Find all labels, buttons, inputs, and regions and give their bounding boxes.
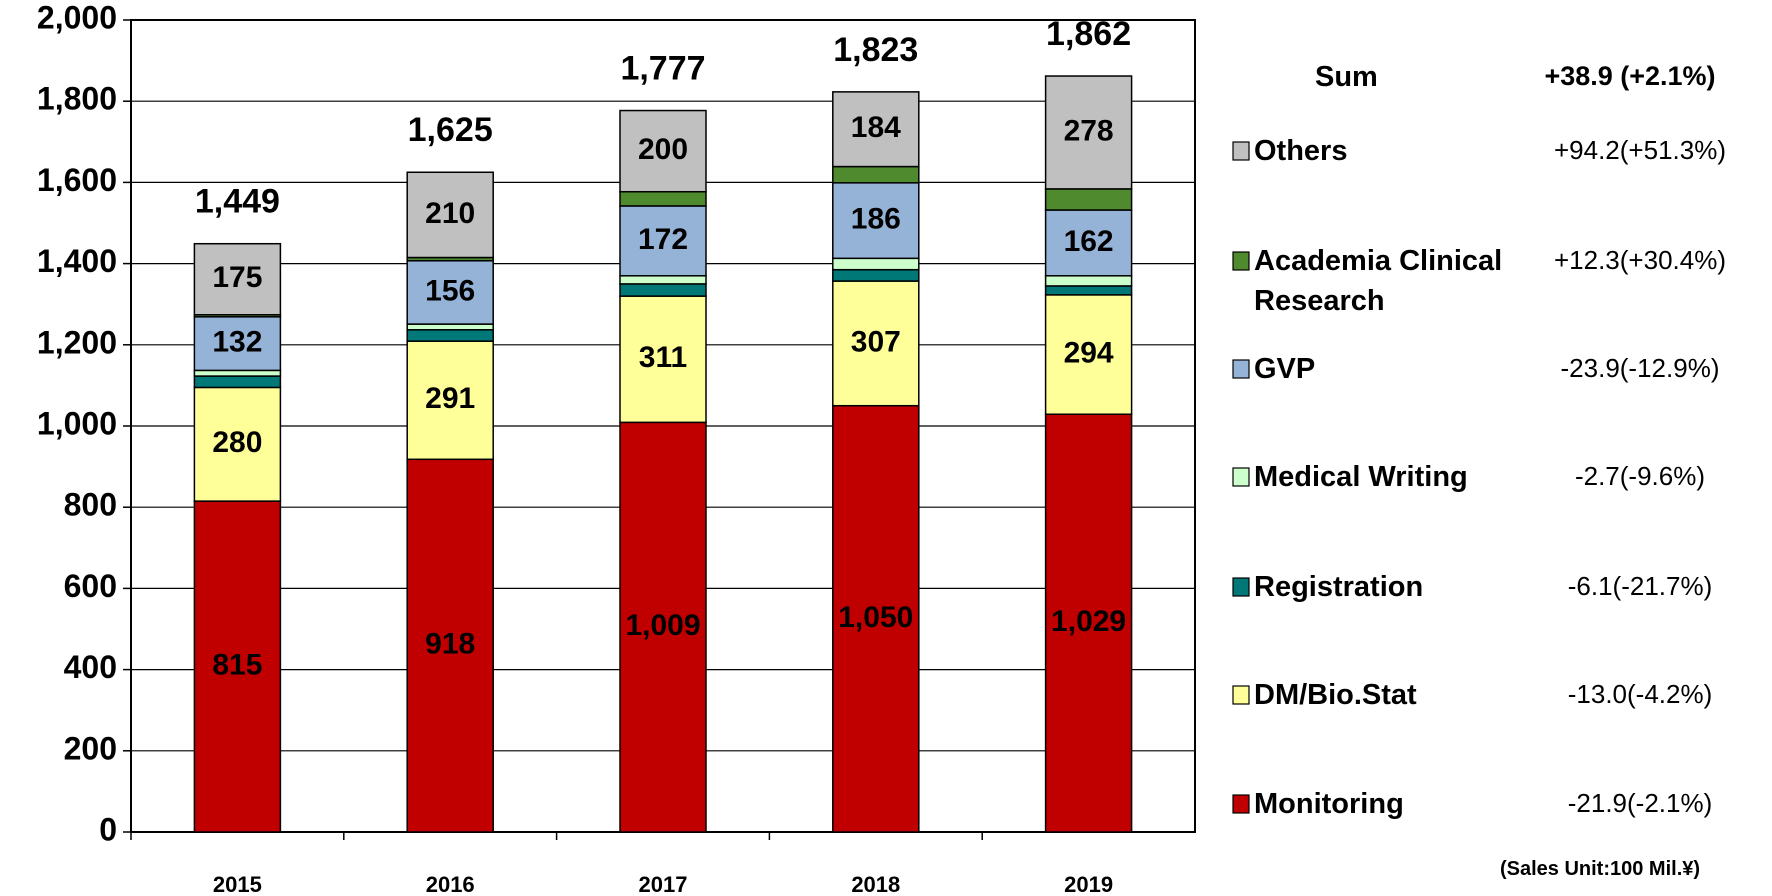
legend-change: -13.0(-4.2%) [1567,679,1713,709]
bar-segment [832,257,920,271]
bar-segment [193,500,282,833]
data-label: 294 [1064,336,1114,369]
bar-segment [1044,413,1133,833]
y-tick-label: 1,800 [37,81,117,117]
sum-label: Sum [1315,61,1378,93]
total-label: 1,625 [408,111,493,149]
bar-segment [193,375,282,389]
data-label: 1,050 [838,601,913,634]
legend-label: GVP [1254,353,1316,385]
bar-segment [193,316,282,372]
y-tick-label: 1,600 [37,162,117,198]
legend-swatch [1232,794,1250,814]
bar-segment [619,190,707,207]
legend-change: -6.1(-21.7%) [1567,571,1713,601]
data-label: 291 [425,382,475,415]
bar-segment [406,329,494,342]
bar-segment [832,268,920,282]
y-tick-label: 1,200 [37,324,117,360]
x-tick-label: 2015 [213,872,262,896]
bar-segment [406,323,494,331]
y-tick-label: 0 [99,811,117,847]
data-label: 210 [425,197,475,230]
bar-segment [193,242,282,316]
data-label: 156 [425,274,475,307]
legend-label: Academia Clinical Research [1254,245,1503,317]
bar-segment [406,171,494,259]
bar-segment [406,458,494,833]
data-label: 186 [851,202,901,235]
bar-segment [1044,188,1133,211]
data-label: 815 [212,648,262,681]
legend-change: -2.7(-9.6%) [1574,461,1706,491]
data-label: 311 [639,341,687,374]
data-label: 132 [212,326,262,359]
x-tick-label: 2018 [851,872,900,896]
sum-change: +38.9 (+2.1%) [1544,61,1716,91]
x-tick-label: 2016 [426,872,475,896]
data-label: 1,009 [625,609,700,642]
bar-segment [193,369,282,377]
data-label: 280 [212,426,262,459]
bar-segment [619,275,707,285]
legend-label: Others [1254,135,1348,167]
legend-swatch [1232,467,1250,487]
total-label: 1,449 [195,183,280,221]
y-tick-label: 800 [64,487,117,523]
bar-segment [619,283,707,297]
legend-swatch [1232,577,1250,597]
legend-change: -23.9(-12.9%) [1560,353,1720,383]
data-label: 278 [1064,114,1114,147]
data-label: 200 [638,133,688,166]
legend-swatch [1232,685,1250,705]
data-label: 918 [425,628,475,661]
legend-label: Registration [1254,571,1424,603]
y-tick-label: 600 [64,568,117,604]
bar-segment [406,260,494,325]
bar-segment [193,386,282,502]
data-label: 162 [1064,225,1114,258]
legend-label: Monitoring [1254,788,1404,820]
y-tick-label: 1,400 [37,243,117,279]
bar-segment [832,165,920,184]
total-label: 1,823 [833,31,918,69]
bar-segment [1044,294,1133,415]
bar-segment [1044,285,1133,296]
bar-segment [1044,75,1133,190]
legend-change: -21.9(-2.1%) [1567,788,1713,818]
total-label: 1,862 [1046,15,1131,53]
data-label: 1,029 [1051,605,1126,638]
x-tick-label: 2017 [639,872,688,896]
x-tick-label: 2019 [1064,872,1113,896]
bar-segment [406,340,494,461]
y-tick-label: 200 [64,730,117,766]
bar-segment [619,109,707,193]
bar-segment [832,91,920,168]
legend-swatch [1232,251,1250,271]
bar-segment [1044,275,1133,287]
data-label: 172 [638,223,688,256]
y-tick-label: 2,000 [37,0,117,35]
bar-segment [832,280,920,407]
legend-swatch [1232,141,1250,161]
legend-swatch [1232,359,1250,379]
legend-label: DM/Bio.Stat [1254,679,1417,711]
unit-note: (Sales Unit:100 Mil.¥) [1499,858,1701,880]
data-label: 307 [851,325,901,358]
total-label: 1,777 [620,50,705,88]
legend-change: +94.2(+51.3%) [1553,135,1726,165]
y-tick-label: 400 [64,649,117,685]
legend-change: +12.3(+30.4%) [1553,245,1726,275]
legend-label: Medical Writing [1254,461,1468,493]
y-tick-label: 1,000 [37,405,117,441]
data-label: 175 [212,261,262,294]
bar-segment [832,182,920,260]
bar-segment [832,404,920,833]
data-label: 184 [851,111,901,144]
